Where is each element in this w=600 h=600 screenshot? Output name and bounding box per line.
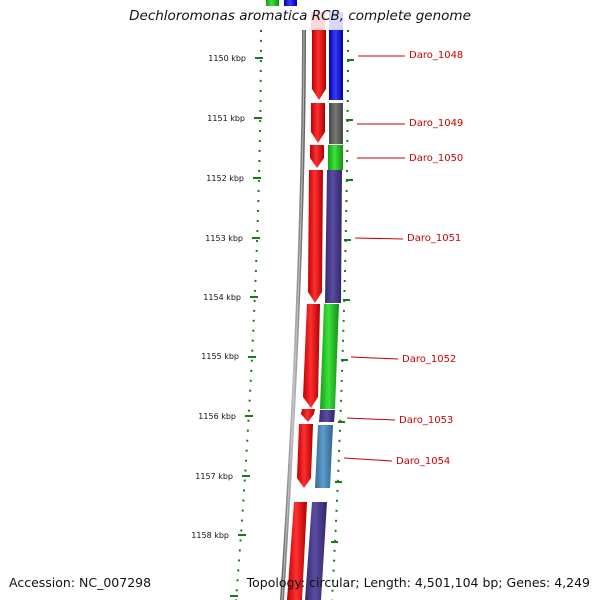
gene-label[interactable]: Daro_1050	[409, 153, 463, 164]
cog-block-daro-1051[interactable]	[325, 170, 342, 303]
cog-track	[305, 30, 343, 600]
feature-top-blue[interactable]	[284, 0, 297, 6]
leader-line	[343, 457, 393, 462]
cds-arrow[interactable]	[308, 170, 323, 303]
ruler-tick-label: 1157 kbp	[195, 472, 233, 481]
ruler-tick-label: 1158 kbp	[191, 531, 229, 540]
cog-block-daro-1050[interactable]	[328, 145, 343, 170]
gene-labels: Daro_1048 Daro_1049 Daro_1050 Daro_1051 …	[343, 50, 463, 467]
cog-block-daro-1053[interactable]	[319, 410, 335, 422]
cds-arrow[interactable]	[303, 304, 320, 408]
accession-label: Accession: NC_007298	[9, 575, 152, 590]
outer-ticks	[331, 59, 354, 543]
cog-block[interactable]	[305, 502, 327, 600]
leader-line	[350, 356, 399, 360]
cds-arrow[interactable]	[297, 424, 313, 488]
ruler-tick-label: 1154 kbp	[203, 293, 241, 302]
ruler-tick-label: 1156 kbp	[198, 412, 236, 421]
ruler-tick-label: 1155 kbp	[201, 352, 239, 361]
cds-arrow[interactable]	[310, 145, 324, 168]
gene-label[interactable]: Daro_1053	[399, 415, 453, 426]
feature-top-pale-2	[329, 12, 343, 32]
ruler: 1150 kbp 1151 kbp 1152 kbp 1153 kbp 1154…	[191, 54, 263, 597]
gene-label[interactable]: Daro_1054	[396, 456, 450, 467]
topology-label: Topology: circular; Length: 4,501,104 bp…	[246, 575, 590, 590]
cds-arrow[interactable]	[301, 409, 315, 422]
leader-line	[354, 237, 404, 240]
ruler-tick-label: 1150 kbp	[208, 54, 246, 63]
cog-block-daro-1049[interactable]	[329, 103, 343, 144]
feature-top-pale	[311, 12, 325, 32]
cds-track	[287, 30, 326, 600]
cds-arrow[interactable]	[311, 103, 325, 143]
map-title: Dechloromonas aromatica RCB, complete ge…	[129, 8, 471, 24]
gene-label[interactable]: Daro_1049	[409, 118, 463, 129]
gene-label[interactable]: Daro_1052	[402, 354, 456, 365]
genome-backbone-highlight	[281, 29, 305, 600]
ruler-tick-label: 1152 kbp	[206, 174, 244, 183]
ruler-tick-label: 1151 kbp	[207, 114, 245, 123]
leader-line	[346, 417, 396, 421]
cds-block[interactable]	[287, 502, 307, 600]
cog-block-daro-1048[interactable]	[329, 30, 343, 100]
cog-block-daro-1052[interactable]	[320, 304, 339, 409]
cog-block-daro-1054[interactable]	[315, 425, 333, 488]
gene-label[interactable]: Daro_1051	[407, 233, 461, 244]
ruler-tick-label: 1153 kbp	[205, 234, 243, 243]
gene-label[interactable]: Daro_1048	[409, 50, 463, 61]
cds-arrow[interactable]	[312, 30, 326, 100]
feature-top-green[interactable]	[266, 0, 279, 6]
